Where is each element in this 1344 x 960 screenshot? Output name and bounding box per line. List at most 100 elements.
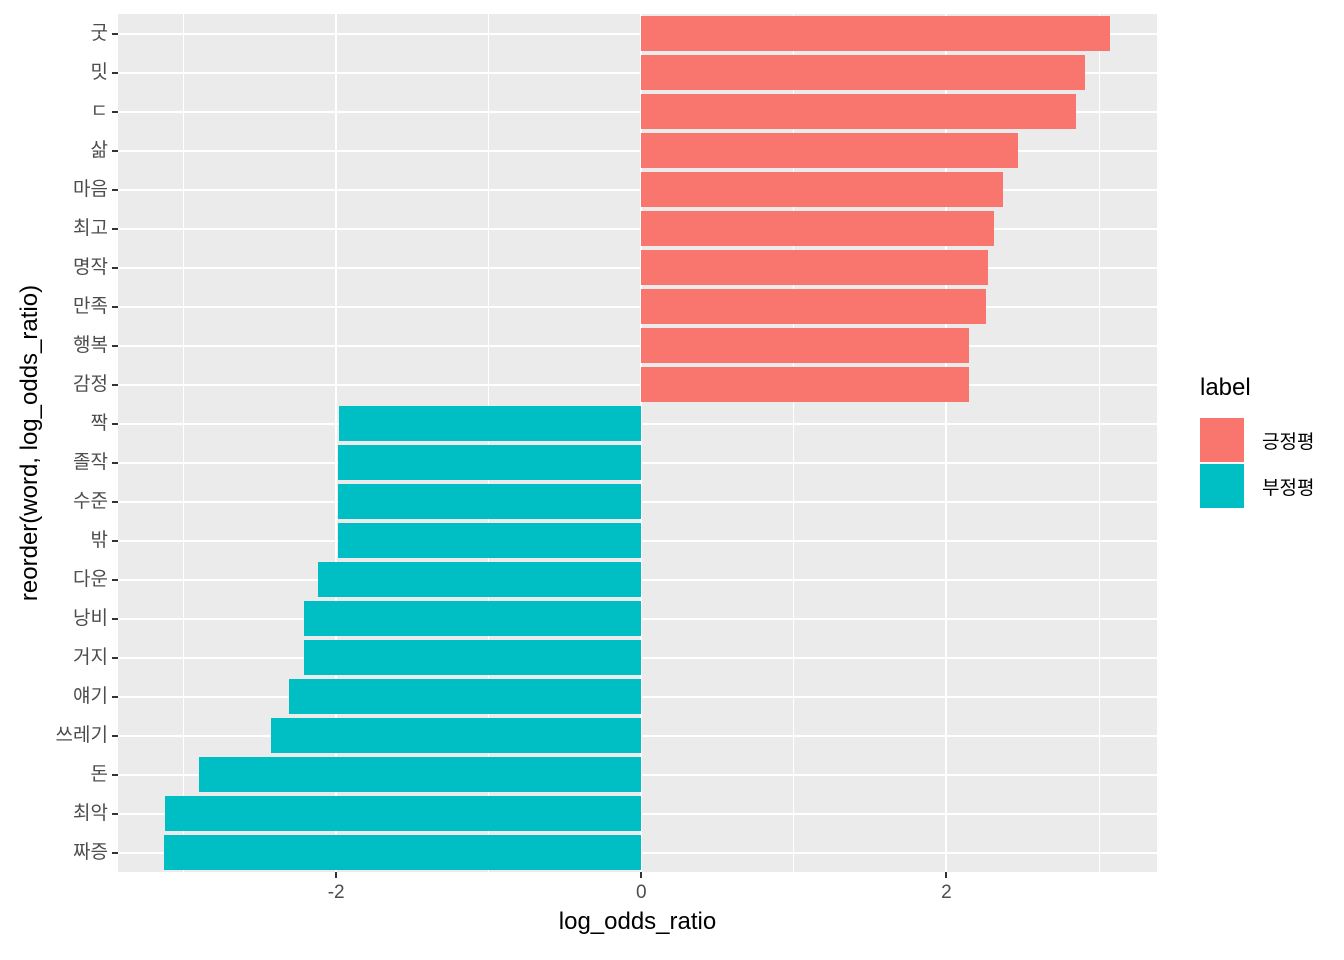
x-tick-mark: [945, 872, 948, 878]
bar: [165, 796, 642, 831]
gridline-major-horizontal: [118, 344, 1157, 347]
bar: [641, 328, 970, 363]
y-tick-label: 최고: [73, 217, 108, 239]
y-tick-mark: [112, 383, 118, 386]
x-tick-mark: [640, 872, 643, 878]
y-tick-mark: [112, 461, 118, 464]
y-tick-mark: [112, 227, 118, 230]
gridline-major-horizontal: [118, 32, 1157, 35]
y-tick-mark: [112, 539, 118, 542]
bar: [270, 718, 642, 753]
x-axis-title: log_odds_ratio: [558, 908, 717, 935]
legend-item-label: 긍정평: [1262, 431, 1315, 453]
bar: [641, 367, 970, 402]
legend-key-swatch: [1200, 464, 1244, 508]
y-axis-title: reorder(word, log_odds_ratio): [16, 284, 43, 602]
bar: [337, 484, 642, 519]
y-tick-label: 쓰레기: [55, 724, 108, 746]
bar: [304, 640, 642, 675]
y-tick-mark: [112, 422, 118, 425]
gridline-minor-vertical: [183, 14, 185, 872]
x-tick-mark: [335, 872, 338, 878]
y-tick-mark: [112, 305, 118, 308]
y-tick-label: 얘기: [73, 685, 108, 707]
y-tick-mark: [112, 500, 118, 503]
legend-item-label: 부정평: [1262, 477, 1315, 499]
bar: [288, 679, 642, 714]
y-tick-mark: [112, 617, 118, 620]
y-tick-label: 다운: [73, 568, 108, 590]
legend-title: label: [1200, 374, 1251, 401]
y-tick-label: 낭비: [73, 607, 108, 629]
y-tick-label: ㄷ: [90, 100, 108, 122]
y-tick-mark: [112, 149, 118, 152]
gridline-major-horizontal: [118, 266, 1157, 269]
y-tick-label: 짝: [90, 412, 108, 434]
y-tick-mark: [112, 695, 118, 698]
gridline-major-vertical: [640, 14, 643, 872]
y-tick-mark: [112, 773, 118, 776]
plot-panel: [118, 14, 1157, 872]
y-tick-label: 감정: [73, 373, 108, 395]
y-tick-mark: [112, 344, 118, 347]
y-tick-label: 졸작: [73, 451, 108, 473]
x-tick-label: 0: [636, 882, 647, 903]
x-tick-label: -2: [327, 882, 345, 903]
bar: [641, 16, 1110, 51]
y-tick-label: 삶: [90, 139, 108, 161]
bar: [337, 445, 642, 480]
y-tick-mark: [112, 578, 118, 581]
legend-item: 긍정평: [1200, 418, 1314, 462]
bar: [339, 406, 642, 441]
gridline-minor-vertical: [488, 14, 490, 872]
y-tick-label: 최악: [73, 802, 108, 824]
gridline-major-horizontal: [118, 188, 1157, 191]
y-tick-label: 짜증: [73, 841, 108, 863]
gridline-major-vertical: [335, 14, 338, 872]
y-tick-mark: [112, 71, 118, 74]
bar: [641, 94, 1077, 129]
y-tick-mark: [112, 656, 118, 659]
bar: [337, 523, 642, 558]
y-tick-mark: [112, 188, 118, 191]
y-tick-mark: [112, 110, 118, 113]
gridline-major-horizontal: [118, 110, 1157, 113]
y-tick-mark: [112, 812, 118, 815]
y-tick-label: 거지: [73, 646, 108, 668]
bar: [163, 835, 642, 870]
legend-item: 부정평: [1200, 464, 1314, 508]
bar: [641, 133, 1019, 168]
y-tick-label: 굿: [90, 22, 108, 44]
gridline-minor-vertical: [1098, 14, 1100, 872]
bar: [641, 211, 994, 246]
bar: [641, 55, 1086, 90]
bar: [304, 601, 642, 636]
gridline-minor-vertical: [793, 14, 795, 872]
bar: [641, 250, 988, 285]
gridline-major-horizontal: [118, 305, 1157, 308]
y-tick-label: 만족: [73, 295, 108, 317]
y-tick-label: 명작: [73, 256, 108, 278]
legend-key-swatch: [1200, 418, 1244, 462]
y-tick-label: 밖: [90, 529, 108, 551]
bar: [641, 289, 987, 324]
x-tick-label: 2: [941, 882, 952, 903]
y-tick-label: 행복: [73, 334, 108, 356]
y-tick-mark: [112, 32, 118, 35]
y-tick-mark: [112, 851, 118, 854]
y-tick-label: 돈: [90, 763, 108, 785]
y-tick-mark: [112, 734, 118, 737]
bar: [198, 757, 642, 792]
y-tick-mark: [112, 266, 118, 269]
gridline-major-horizontal: [118, 227, 1157, 230]
gridline-major-horizontal: [118, 71, 1157, 74]
bar: [317, 562, 642, 597]
gridline-major-horizontal: [118, 149, 1157, 152]
y-tick-label: 마음: [73, 178, 108, 200]
gridline-major-horizontal: [118, 383, 1157, 386]
y-tick-label: 수준: [73, 490, 108, 512]
gridline-major-vertical: [945, 14, 948, 872]
